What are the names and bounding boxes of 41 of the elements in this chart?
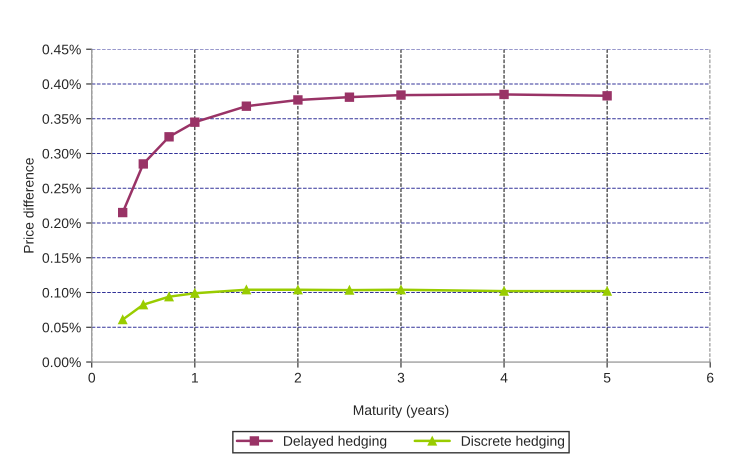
- y-tick-label: 0.10%: [42, 288, 81, 298]
- x-tick-label: 6: [707, 372, 714, 383]
- point: [293, 285, 303, 294]
- legend-label: Delayed hedging: [284, 436, 386, 449]
- y-tick-label: 0.35%: [42, 114, 81, 124]
- point: [164, 292, 174, 302]
- point: [293, 95, 303, 105]
- point: [118, 314, 128, 324]
- legend-label: Discrete hedging: [462, 436, 564, 449]
- y-tick-label: 0.25%: [42, 184, 81, 194]
- x-axis-title: Maturity (years): [354, 404, 448, 418]
- x-tick-label: 0: [88, 372, 96, 383]
- y-tick-label: 0.40%: [42, 79, 81, 90]
- point: [344, 92, 354, 102]
- point: [138, 159, 148, 169]
- y-tick-label: 0.00%: [42, 357, 81, 368]
- x-tick-label: 3: [398, 372, 404, 383]
- y-axis-title: Price difference: [23, 158, 34, 253]
- y-tick-label: 0.20%: [42, 218, 81, 228]
- y-tick-label: 0.05%: [42, 322, 81, 332]
- x-tick-label: 2: [294, 372, 302, 382]
- y-tick-label: 0.30%: [42, 148, 81, 159]
- point: [190, 118, 200, 127]
- point: [602, 91, 612, 100]
- point: [396, 90, 406, 100]
- point: [499, 90, 509, 100]
- point: [190, 288, 200, 298]
- point: [344, 285, 354, 295]
- x-tick-label: 1: [192, 372, 198, 382]
- point: [118, 208, 128, 218]
- point: [602, 286, 612, 296]
- point: [242, 102, 252, 111]
- point: [138, 300, 148, 310]
- x-tick-label: 4: [500, 372, 508, 382]
- point: [396, 285, 406, 294]
- y-tick-label: 0.15%: [42, 253, 81, 263]
- point: [499, 286, 509, 296]
- x-tick-label: 5: [604, 372, 610, 383]
- point: [164, 132, 174, 142]
- point: [242, 285, 252, 294]
- y-tick-label: 0.45%: [42, 44, 81, 54]
